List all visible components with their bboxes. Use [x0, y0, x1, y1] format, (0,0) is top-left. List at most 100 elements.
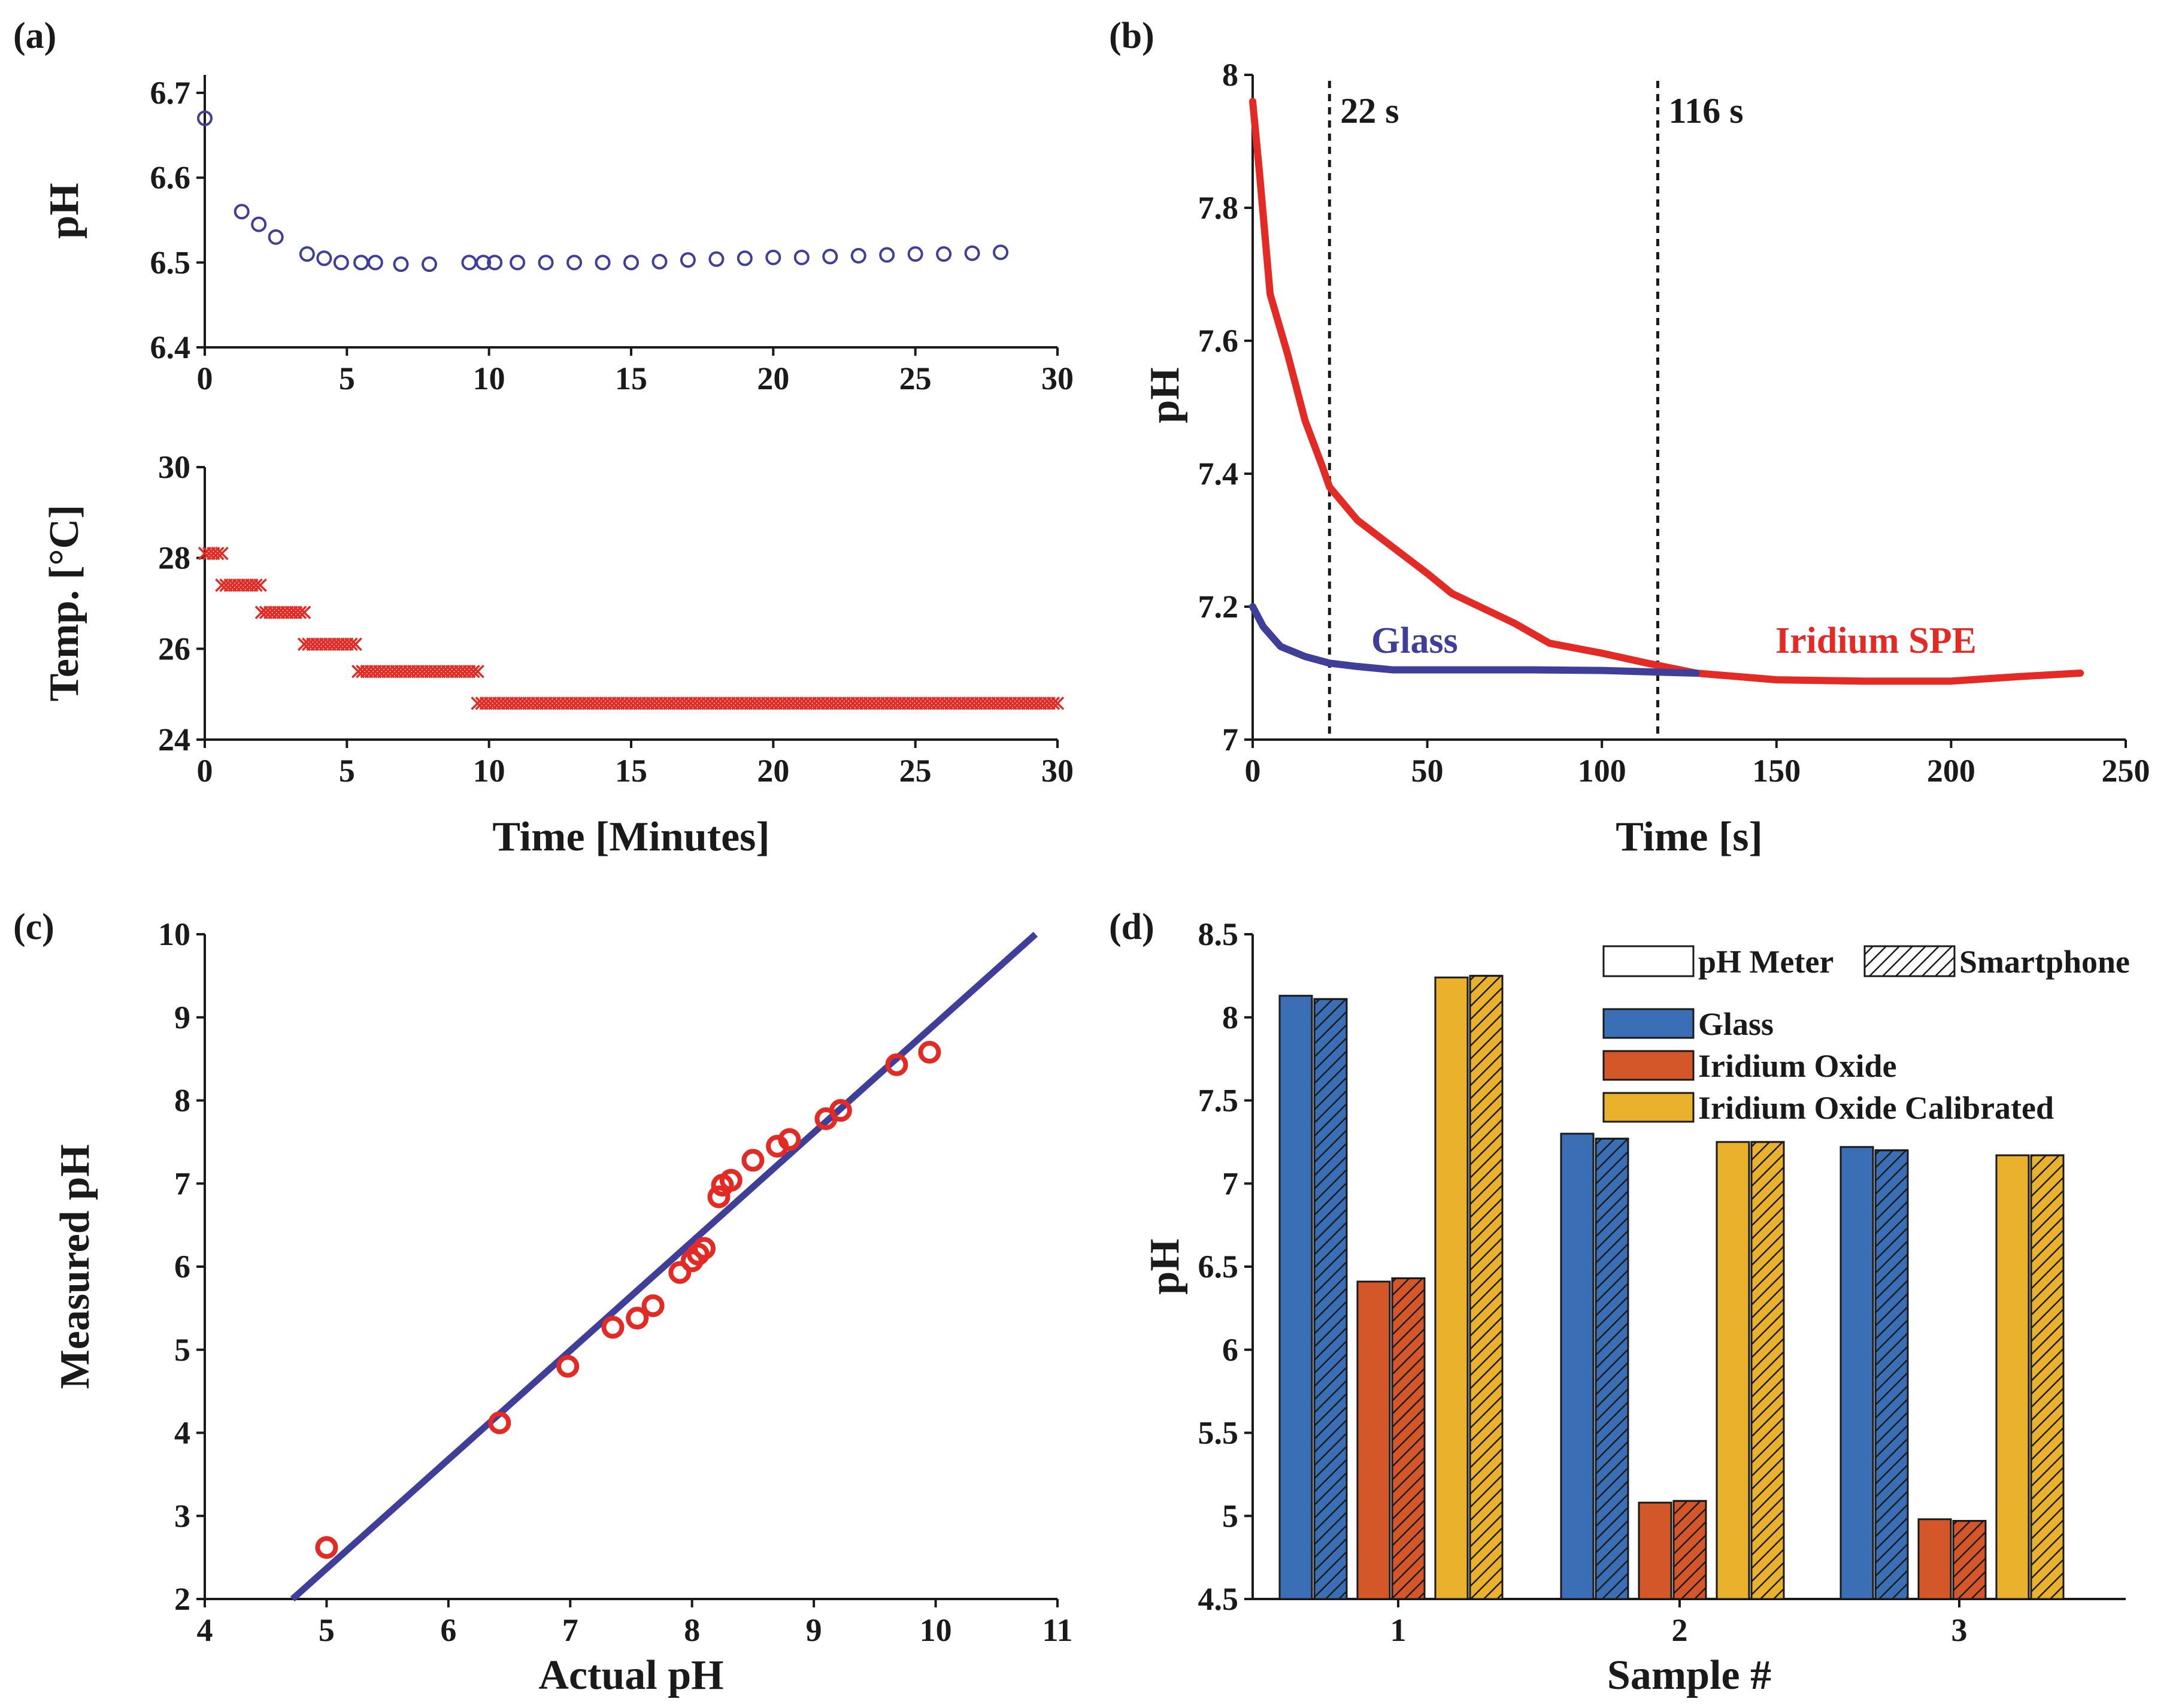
panel-a-ph-x-tick-label: 20: [757, 361, 789, 396]
panel-a-temp-ticks: 0 5 10 15 20 25 30 24 26 28 30: [158, 449, 1074, 789]
panel-c-x-tick-label: 5: [319, 1612, 335, 1648]
panel-c-y-tick-label: 8: [174, 1083, 190, 1119]
panel-c-plot: Measured pH Actual pH 4 5 6 7 8 9 10 11 2 3 4 5 6 7 8 9…: [52, 916, 1073, 1698]
temp-point: [215, 546, 229, 561]
legend-ph-meter-label: pH Meter: [1698, 944, 1834, 980]
panel-c-y-tick-label: 5: [174, 1332, 190, 1368]
panel-d-x-tick-label: 3: [1951, 1612, 1968, 1648]
panel-a-temp-y-tick-label: 28: [158, 540, 190, 576]
panel-b-plot: pH Time [s] 0 50 100 150 200 250 7 7.2 7.4 7.6 7.8…: [1142, 57, 2150, 860]
bar-hatch-3-1: [1672, 1500, 1707, 1600]
ph-point: [793, 249, 810, 265]
ph-point: [879, 247, 895, 263]
panel-b-y-tick-label: 7.8: [1198, 190, 1239, 226]
panel-a-temp-x-tick-label: 5: [339, 753, 355, 789]
measured-point: [556, 1355, 580, 1378]
temp-point: [297, 605, 311, 619]
panel-c-x-tick-label: 7: [562, 1612, 578, 1648]
panel-a-ph-x-tick-label: 10: [473, 361, 505, 396]
panel-b-y-tick-label: 7.2: [1198, 589, 1239, 625]
panel-a-temp-y-tick-label: 26: [158, 631, 190, 667]
panel-c-ticks: 4 5 6 7 8 9 10 11 2 3 4 5 6 7 8 9 10: [158, 916, 1073, 1648]
ph-point: [993, 244, 1009, 261]
panel-b-x-tick-label: 50: [1411, 753, 1444, 789]
panel-d-ticks: 4.5 5 5.5 6 6.5 7 7.5 8 8.5 1 2 3: [1198, 916, 1968, 1648]
panel-c-y-label: Measured pH: [52, 1144, 98, 1389]
panel-a-ph-x-tick-label: 30: [1041, 361, 1074, 396]
measured-point: [707, 1185, 731, 1209]
panel-a-ph-y-tick-label: 6.7: [150, 75, 191, 111]
panel-d-y-tick-label: 4.5: [1198, 1581, 1239, 1617]
panel-c-y-tick-label: 10: [158, 916, 190, 952]
panel-d-y-tick-label: 7.5: [1198, 1083, 1239, 1119]
panel-a-temp-points: [198, 546, 1065, 710]
panel-c-y-tick-label: 4: [174, 1415, 190, 1451]
panel-c-x-tick-label: 6: [440, 1612, 456, 1648]
ph-point: [299, 246, 315, 262]
ph-point: [487, 255, 503, 271]
panel-b-label: (b): [1109, 16, 1154, 56]
panel-a-ph-points: [197, 110, 1009, 272]
bar-hatch-5-2: [2030, 1154, 2065, 1600]
bar-hatch-1-2: [1874, 1149, 1909, 1600]
measured-point: [626, 1307, 649, 1330]
panel-d-y-tick-label: 5.5: [1198, 1415, 1239, 1451]
panel-a-ph-y-label: pH: [41, 183, 87, 238]
panel-a-ph-y-tick-label: 6.5: [150, 244, 191, 280]
measured-point: [741, 1149, 765, 1172]
ph-point: [595, 255, 611, 271]
legend-smartphone-swatch: [1863, 945, 1956, 977]
measured-point: [719, 1168, 743, 1192]
ph-point: [333, 255, 349, 271]
ph-point: [680, 252, 696, 268]
panel-d-y-tick-label: 6.5: [1198, 1249, 1239, 1285]
legend-iridium-oxide-label: Iridium Oxide: [1698, 1048, 1897, 1084]
panel-b-y-tick-label: 7: [1222, 722, 1238, 758]
legend-smartphone-label: Smartphone: [1959, 944, 2130, 980]
panel-d-y-tick-label: 7: [1222, 1165, 1238, 1201]
panel-a-ph-x-tick-label: 25: [899, 361, 932, 396]
panel-a-temp-y-tick-label: 30: [158, 449, 190, 485]
legend-iridium-oxide-calibrated-label: Iridium Oxide Calibrated: [1698, 1090, 2054, 1126]
measured-point: [829, 1099, 852, 1122]
series-line-0: [1249, 603, 1700, 677]
temp-point: [249, 578, 263, 592]
series-label-iridium: Iridium SPE: [1775, 620, 1977, 661]
series-label-glass: Glass: [1371, 620, 1458, 661]
panel-d-plot: pH Sample # 4.5 5 5.5 6 6.5 7 7.5 8 8.5 1 2 3 pH Me…: [1142, 916, 2130, 1698]
panel-c-label: (c): [13, 907, 54, 947]
panel-b-ticks: 0 50 100 150 200 250 7 7.2 7.4 7.6 7.8 8: [1198, 57, 2150, 789]
panel-a-temp-x-tick-label: 25: [899, 753, 932, 789]
legend-iridium-oxide-calibrated-swatch: [1602, 1092, 1695, 1123]
bar-2-0: [1356, 1280, 1391, 1600]
panel-a-ph-x-tick-label: 5: [339, 361, 355, 396]
ph-point: [765, 249, 781, 265]
temp-point: [253, 578, 267, 592]
panel-a-temp-y-label: Temp. [°C]: [41, 505, 87, 702]
panel-b-x-label: Time [s]: [1616, 814, 1763, 860]
panel-a-ph-x-tick-label: 0: [197, 361, 213, 396]
panel-a-temp-x-tick-label: 30: [1041, 753, 1074, 789]
panel-c-y-tick-label: 6: [174, 1249, 190, 1285]
ph-point: [251, 216, 267, 232]
ph-point: [850, 248, 866, 264]
panel-c-y-tick-label: 2: [174, 1581, 190, 1617]
vline-label-1: 116 s: [1669, 91, 1744, 131]
temp-point: [471, 665, 484, 679]
legend-ph-meter-swatch: [1602, 945, 1695, 977]
panel-c-y-tick-label: 3: [174, 1498, 190, 1534]
measured-point: [693, 1237, 716, 1260]
panel-a-ph-plot: pH 0 5 10 15 20 25 30 6.4 6.5 6.6 6.7: [41, 75, 1074, 396]
panel-b-y-tick-label: 8: [1222, 57, 1238, 93]
panel-c-x-tick-label: 11: [1042, 1612, 1072, 1648]
ph-point: [964, 245, 980, 261]
ph-point: [566, 255, 583, 271]
bar-4-0: [1434, 976, 1469, 1600]
ph-point: [936, 246, 952, 262]
panel-a-temp-y-tick-label: 24: [158, 722, 190, 758]
bar-4-1: [1716, 1141, 1750, 1600]
measured-point: [315, 1536, 338, 1559]
series-line-1: [1249, 98, 2084, 685]
ph-point: [907, 246, 923, 262]
panel-a-temp-x-tick-label: 20: [757, 753, 789, 789]
